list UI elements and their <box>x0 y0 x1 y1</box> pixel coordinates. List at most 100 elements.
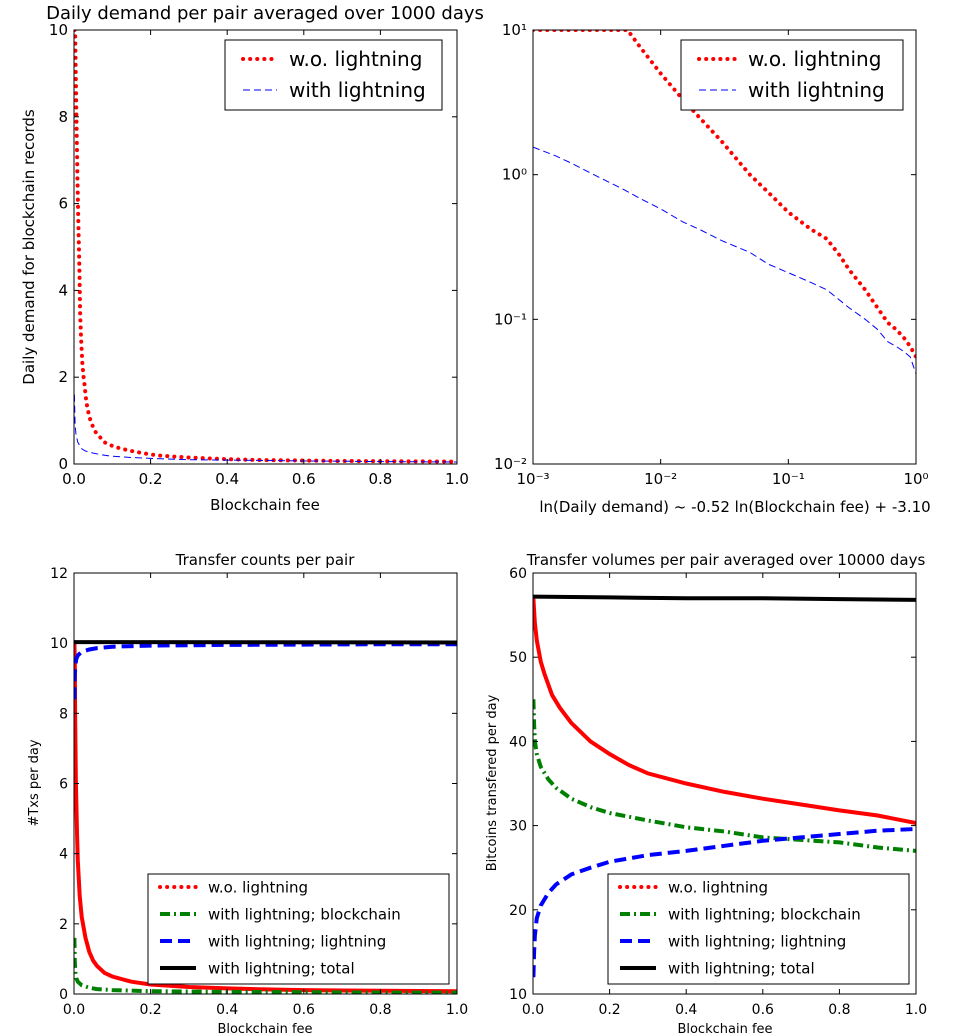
series-line-with-lightning <box>74 394 457 463</box>
x-tick-label: 0.6 <box>752 1002 774 1018</box>
plot-frame <box>532 572 917 995</box>
x-tick-label: 0.0 <box>522 1002 544 1018</box>
chart-title: Transfer volumes per pair averaged over … <box>526 551 926 569</box>
series-line-w-o-lightning <box>74 643 457 994</box>
y-tick-label: 2 <box>59 917 68 933</box>
y-tick-label: 10⁻² <box>494 455 527 473</box>
x-tick-label: 1.0 <box>446 1002 468 1018</box>
y-tick-label: 2 <box>58 368 68 386</box>
y-tick-label: 30 <box>509 819 527 835</box>
x-tick-label: 1.0 <box>445 470 469 488</box>
x-tick-label: 10⁻³ <box>516 470 549 488</box>
y-tick-label: 4 <box>59 847 68 863</box>
y-tick-label: 10⁻¹ <box>494 310 527 328</box>
legend-label: with lightning; blockchain <box>668 905 861 923</box>
axis-ticks: 0.0 0.2 0.4 0.6 0.8 1.0 0 2 4 6 8 10 12 <box>50 566 468 1018</box>
series-line-with-lightning <box>533 146 916 374</box>
y-tick-label: 20 <box>509 903 527 919</box>
axis-ticks: 0.0 0.2 0.4 0.6 0.8 1.0 0 2 4 6 8 10 <box>49 21 469 488</box>
x-tick-label: 10⁰ <box>903 470 928 488</box>
series-line-w-o-lightning <box>533 30 916 359</box>
x-tick-label: 0.2 <box>598 1002 620 1018</box>
series-line-w-o-lightning <box>533 598 916 826</box>
y-tick-label: 10⁰ <box>502 166 527 184</box>
series-line-with-lightning-blockchain <box>74 937 457 994</box>
y-tick-label: 4 <box>58 281 68 299</box>
x-axis-label: ln(Daily demand) ~ -0.52 ln(Blockchain f… <box>539 498 930 516</box>
y-tick-label: 6 <box>58 195 68 213</box>
x-tick-label: 0.8 <box>828 1002 850 1018</box>
legend-label: w.o. lightning <box>748 47 881 71</box>
legend-label: with lightning <box>289 78 426 102</box>
y-tick-label: 10 <box>509 987 527 1003</box>
series-line-with-lightning-total <box>533 594 916 602</box>
x-tick-label: 0.6 <box>292 470 316 488</box>
legend-box <box>680 39 904 111</box>
x-tick-label: 0.8 <box>369 1002 391 1018</box>
legend-label: with lightning; total <box>208 959 355 977</box>
plot-frame <box>532 29 917 465</box>
plot-frame <box>73 29 458 465</box>
series-line-with-lightning-lightning <box>74 642 457 700</box>
x-tick-label: 10⁻² <box>644 470 677 488</box>
chart-top-left: Daily demand per pair averaged over 1000… <box>20 3 484 514</box>
legend-label: with lightning; blockchain <box>208 905 401 923</box>
x-axis-label: Blockchain fee <box>677 1022 772 1036</box>
legend: w.o. lightning with lightning <box>680 39 904 111</box>
y-tick-label: 8 <box>58 108 68 126</box>
x-tick-label: 0.4 <box>216 1002 238 1018</box>
legend-box <box>607 873 910 985</box>
y-tick-label: 12 <box>50 566 68 582</box>
plot-area <box>74 30 457 464</box>
y-tick-label: 0 <box>58 455 68 473</box>
legend-label: with lightning; lightning <box>668 932 846 950</box>
x-tick-label: 0.0 <box>62 470 86 488</box>
legend-box <box>147 873 450 985</box>
plot-area <box>533 594 916 978</box>
series-line-with-lightning-blockchain <box>533 699 916 853</box>
plot-area <box>533 30 916 374</box>
y-tick-label: 8 <box>59 706 68 722</box>
y-tick-label: 10 <box>50 636 68 652</box>
legend-label: with lightning; lightning <box>208 932 386 950</box>
x-tick-label: 0.4 <box>675 1002 697 1018</box>
x-tick-label: 10⁻¹ <box>772 470 805 488</box>
y-tick-label: 60 <box>509 566 527 582</box>
x-tick-label: 1.0 <box>905 1002 927 1018</box>
plot-area <box>74 640 457 994</box>
legend: w.o. lightning with lightning; blockchain… <box>607 873 910 985</box>
legend-label: w.o. lightning <box>208 878 308 896</box>
y-tick-label: 10¹ <box>502 21 527 39</box>
y-tick-label: 50 <box>509 650 527 666</box>
series-line-with-lightning-lightning <box>533 827 916 978</box>
x-tick-label: 0.2 <box>139 470 163 488</box>
x-axis-label: Blockchain fee <box>217 1022 312 1036</box>
legend-label: with lightning <box>748 78 885 102</box>
x-tick-label: 0.6 <box>293 1002 315 1018</box>
x-axis-label: Blockchain fee <box>210 496 320 514</box>
y-tick-label: 10 <box>49 21 68 39</box>
x-tick-label: 0.0 <box>63 1002 85 1018</box>
legend-label: w.o. lightning <box>668 878 768 896</box>
y-tick-label: 0 <box>59 987 68 1003</box>
legend-label: with lightning; total <box>668 959 815 977</box>
legend: w.o. lightning with lightning; blockchain… <box>147 873 450 985</box>
x-tick-label: 0.8 <box>368 470 392 488</box>
x-tick-label: 0.2 <box>139 1002 161 1018</box>
y-tick-label: 6 <box>59 777 68 793</box>
x-tick-label: 0.4 <box>215 470 239 488</box>
y-axis-label: Daily demand for blockchain records <box>20 109 38 385</box>
axis-ticks: 0.0 0.2 0.4 0.6 0.8 1.0 10 20 30 40 50 60 <box>509 566 927 1018</box>
y-axis-label: #Txs per day <box>27 739 42 826</box>
legend: w.o. lightning with lightning <box>224 39 443 111</box>
y-tick-label: 40 <box>509 734 527 750</box>
chart-bottom-right: Transfer volumes per pair averaged over … <box>485 551 927 1036</box>
chart-bottom-left: Transfer counts per pair 0.0 0.2 0.4 0.6 0.8… <box>27 551 468 1036</box>
legend-box <box>224 39 443 111</box>
chart-title: Transfer counts per pair <box>175 551 356 569</box>
y-axis-label: Bitcoins transfered per day <box>485 694 500 871</box>
legend-label: w.o. lightning <box>289 47 422 71</box>
